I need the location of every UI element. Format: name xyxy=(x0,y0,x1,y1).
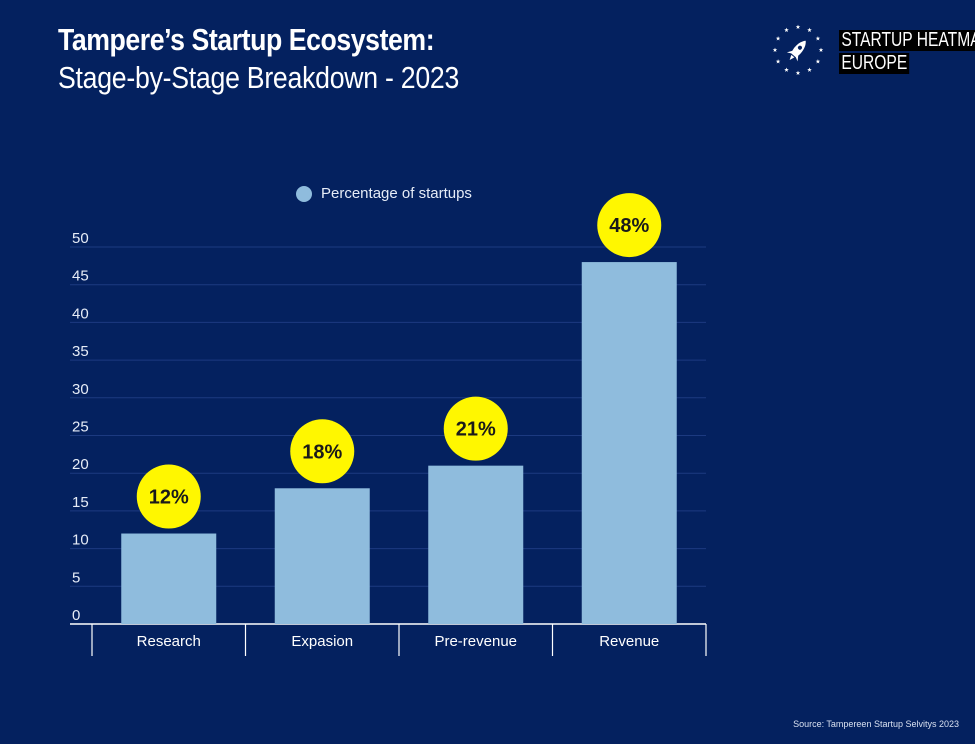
chart-legend: Percentage of startups xyxy=(296,185,472,202)
y-tick-label: 35 xyxy=(72,343,89,360)
legend-label: Percentage of startups xyxy=(321,185,472,202)
logo-star-icon xyxy=(807,67,812,72)
logo-text-line1: STARTUP HEATMAP xyxy=(839,30,975,51)
data-label-bubble xyxy=(136,464,201,529)
data-label: 18% xyxy=(302,441,342,463)
rocket-icon xyxy=(772,24,824,75)
y-tick-label: 40 xyxy=(72,305,89,322)
y-tick-label: 15 xyxy=(72,494,89,511)
y-tick-label: 20 xyxy=(72,456,89,473)
x-tick-label: Research xyxy=(137,633,201,650)
logo-star-icon xyxy=(775,59,781,64)
x-tick-label: Pre-revenue xyxy=(434,633,517,650)
data-label-bubble xyxy=(443,396,508,461)
logo-star-icon xyxy=(818,47,824,52)
data-label-bubble xyxy=(290,419,355,484)
y-tick-label: 10 xyxy=(72,532,89,549)
x-tick-label: Revenue xyxy=(599,633,659,650)
x-tick-label: Expasion xyxy=(291,633,353,650)
bar xyxy=(274,488,370,624)
bar xyxy=(428,465,524,624)
logo-star-icon xyxy=(815,36,821,41)
logo-star-icon xyxy=(775,36,781,41)
y-tick-label: 5 xyxy=(72,569,80,586)
bar xyxy=(121,533,217,624)
y-tick-label: 45 xyxy=(72,268,89,285)
y-tick-label: 25 xyxy=(72,419,89,436)
data-label-bubble xyxy=(597,193,662,258)
startup-heatmap-logo: STARTUP HEATMAP EUROPE xyxy=(768,20,975,80)
logo-star-icon xyxy=(784,27,789,33)
logo-star-icon xyxy=(815,59,821,64)
y-tick-label: 50 xyxy=(72,230,89,247)
y-tick-label: 0 xyxy=(72,607,80,624)
data-label: 12% xyxy=(149,487,189,509)
logo-star-icon xyxy=(795,24,801,29)
logo-star-icon xyxy=(807,27,812,33)
bar xyxy=(581,262,677,624)
logo-text-line2: EUROPE xyxy=(839,53,910,74)
y-tick-label: 30 xyxy=(72,381,89,398)
data-label: 21% xyxy=(456,419,496,441)
source-note: Source: Tampereen Startup Selvitys 2023 xyxy=(793,719,959,729)
logo-star-icon xyxy=(772,47,778,52)
data-label: 48% xyxy=(609,215,649,237)
logo-star-icon xyxy=(784,67,789,72)
chart-title: Tampere’s Startup Ecosystem: xyxy=(58,22,435,57)
logo-star-icon xyxy=(795,70,801,75)
chart-subtitle: Stage-by-Stage Breakdown - 2023 xyxy=(58,60,460,95)
legend-swatch xyxy=(296,185,312,202)
